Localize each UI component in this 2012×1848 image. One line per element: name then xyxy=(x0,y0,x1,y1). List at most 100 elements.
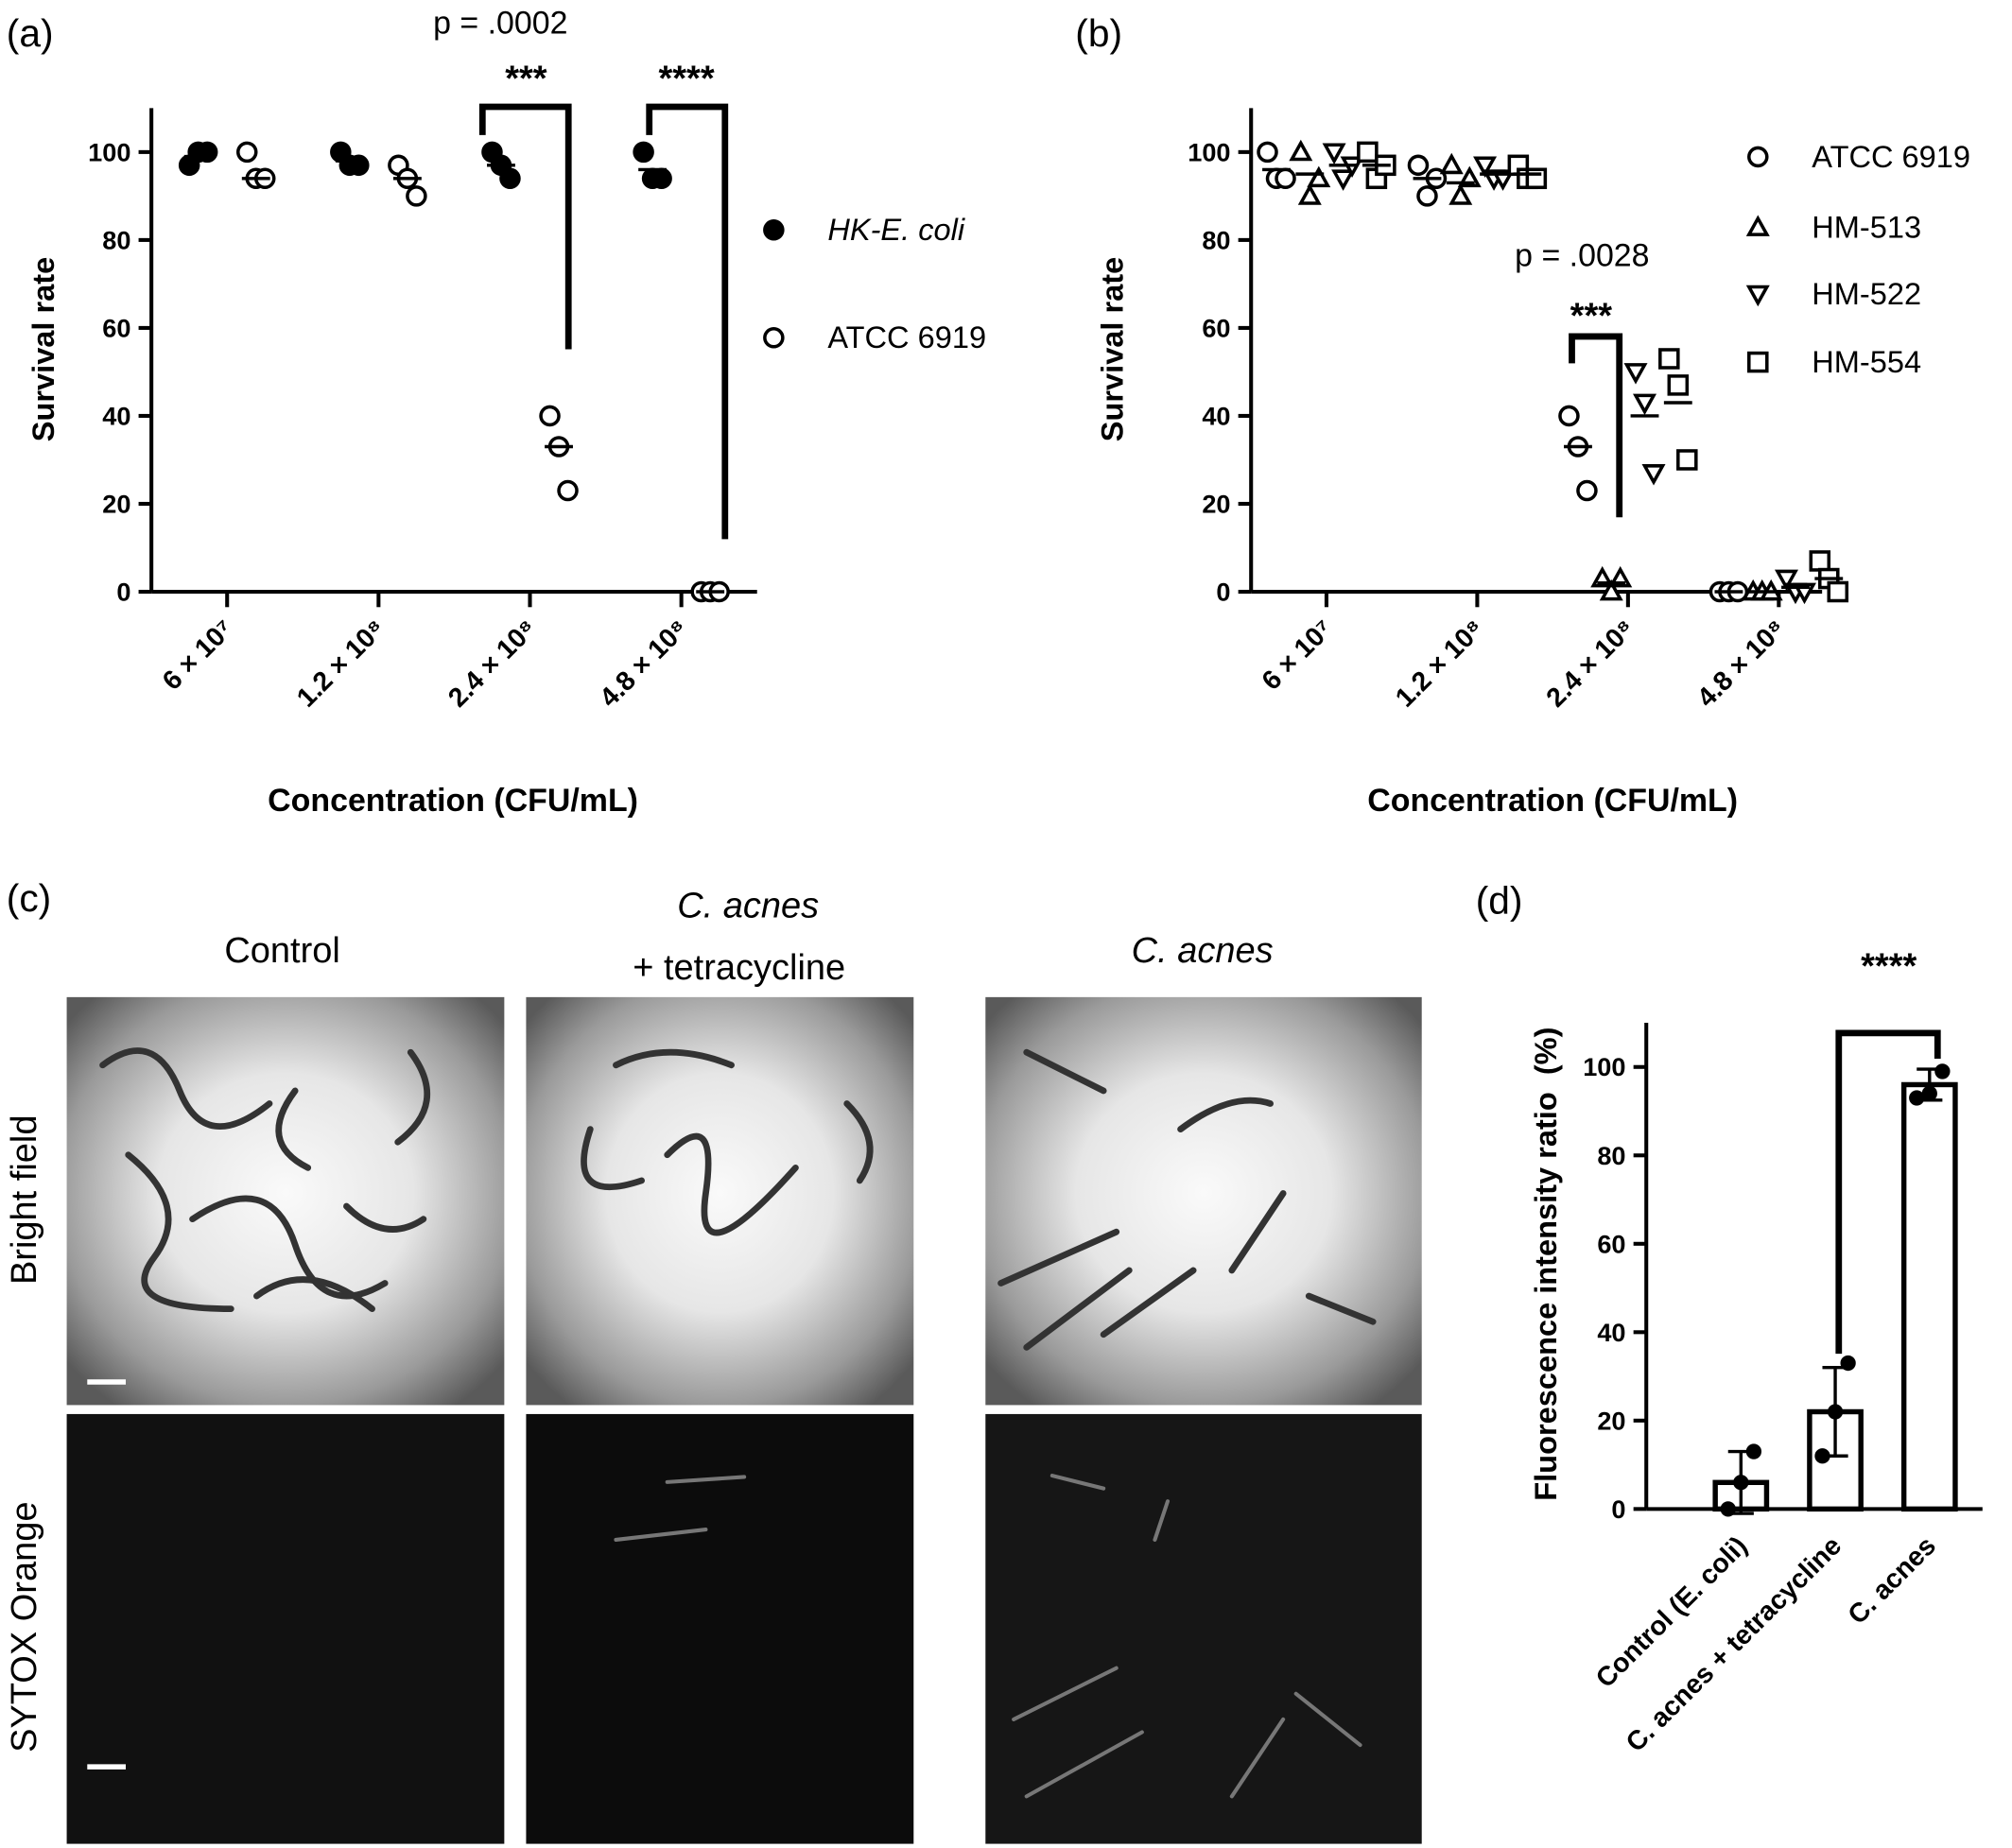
point xyxy=(1275,167,1296,190)
column-header: C. acnes xyxy=(677,887,819,926)
annotation: p = .0028 xyxy=(1515,237,1649,273)
x-tick-label: 1.2 × 10⁸ xyxy=(1390,613,1490,714)
y-tick-label: 100 xyxy=(88,137,130,166)
legend-label: HK-E. coli xyxy=(827,213,965,247)
point xyxy=(1667,374,1690,396)
point xyxy=(1297,183,1322,205)
legend-marker xyxy=(1747,146,1769,168)
y-tick-label: 80 xyxy=(102,225,130,254)
y-tick-label: 20 xyxy=(102,489,130,518)
panel-label: (c) xyxy=(7,876,51,920)
point xyxy=(1934,1063,1951,1079)
point xyxy=(1840,1355,1856,1372)
y-tick-label: 40 xyxy=(1597,1318,1625,1347)
significance-bracket xyxy=(478,103,572,350)
legend-label: ATCC 6919 xyxy=(827,320,986,354)
y-axis-title: Survival rate xyxy=(1096,257,1130,442)
legend-label: HM-513 xyxy=(1812,210,1921,244)
legend-label: HM-554 xyxy=(1812,345,1921,379)
point xyxy=(1733,1475,1749,1491)
point xyxy=(1599,579,1623,601)
annotation: **** xyxy=(658,59,714,98)
panel-label: (b) xyxy=(1075,11,1122,55)
annotation: *** xyxy=(1570,296,1613,336)
point xyxy=(1658,348,1680,370)
point xyxy=(1407,154,1430,177)
point xyxy=(1633,393,1657,416)
y-tick-label: 20 xyxy=(1202,489,1230,518)
x-tick-label: 2.4 × 10⁸ xyxy=(1540,613,1640,714)
micrographs xyxy=(66,996,1422,1844)
point xyxy=(650,167,672,190)
image xyxy=(985,1413,1422,1844)
y-axis-title: Survival rate xyxy=(26,257,61,442)
significance-bracket xyxy=(1569,333,1623,518)
legend-label: ATCC 6919 xyxy=(1812,140,1970,174)
point xyxy=(1623,363,1648,385)
x-tick-label: C. acnes xyxy=(1842,1530,1941,1630)
point xyxy=(1909,1090,1925,1106)
image xyxy=(66,996,505,1406)
point xyxy=(1331,169,1356,191)
point xyxy=(1357,141,1379,164)
x-tick-label: 6 × 10⁷ xyxy=(157,613,240,697)
x-tick-label: 6 × 10⁷ xyxy=(1257,613,1340,697)
annotation: *** xyxy=(505,59,547,98)
point xyxy=(1641,464,1666,486)
y-tick-label: 0 xyxy=(1611,1494,1625,1524)
point xyxy=(1809,550,1831,572)
column-header: C. acnes xyxy=(1132,931,1274,971)
x-axis-title: Concentration (CFU/mL) xyxy=(268,783,638,819)
significance-bracket xyxy=(1835,1029,1941,1355)
legend-marker xyxy=(1745,215,1770,236)
point xyxy=(235,141,258,164)
x-tick-label: 4.8 × 10⁸ xyxy=(1691,613,1792,714)
y-tick-label: 0 xyxy=(116,578,130,607)
point xyxy=(633,141,654,164)
y-tick-label: 100 xyxy=(1583,1052,1625,1081)
y-tick-label: 40 xyxy=(1202,401,1230,430)
point xyxy=(1676,449,1698,471)
image xyxy=(526,1413,914,1844)
point xyxy=(1416,185,1438,207)
y-tick-label: 80 xyxy=(1202,225,1230,254)
point xyxy=(1745,1443,1762,1459)
x-tick-label: 2.4 × 10⁸ xyxy=(442,613,543,714)
row-header: SYTOX Orange xyxy=(5,1501,44,1752)
point xyxy=(348,154,370,177)
y-tick-label: 0 xyxy=(1216,578,1230,607)
legend-label: HM-522 xyxy=(1812,277,1921,311)
point xyxy=(1257,141,1278,164)
point xyxy=(1921,1085,1937,1101)
image xyxy=(985,996,1422,1406)
row-header: Bright field xyxy=(5,1115,44,1286)
point xyxy=(196,141,218,164)
legend-marker xyxy=(1745,285,1770,307)
point xyxy=(1814,1448,1830,1464)
image xyxy=(66,1413,505,1844)
panel-label: (d) xyxy=(1476,879,1523,923)
point xyxy=(1473,156,1498,178)
y-tick-label: 80 xyxy=(1597,1141,1625,1170)
x-axis-title: Concentration (CFU/mL) xyxy=(1367,783,1738,819)
point xyxy=(1322,143,1346,165)
point xyxy=(1576,479,1598,502)
point xyxy=(1827,580,1849,603)
point xyxy=(1558,405,1580,427)
column-header: + tetracycline xyxy=(633,948,845,988)
point xyxy=(406,185,427,207)
legend-marker xyxy=(763,327,785,349)
annotation: p = .0002 xyxy=(433,6,567,42)
column-header: Control xyxy=(224,931,340,971)
y-tick-label: 100 xyxy=(1188,137,1230,166)
y-tick-label: 60 xyxy=(1597,1229,1625,1258)
y-axis-title: Fluorescence intensity ratio (%) xyxy=(1529,1028,1563,1501)
y-tick-label: 20 xyxy=(1597,1406,1625,1435)
y-tick-label: 60 xyxy=(102,313,130,342)
point xyxy=(1289,139,1313,162)
significance-bracket xyxy=(646,103,729,540)
annotation: **** xyxy=(1861,947,1917,987)
bar xyxy=(1900,1081,1958,1512)
point xyxy=(1827,1404,1844,1420)
